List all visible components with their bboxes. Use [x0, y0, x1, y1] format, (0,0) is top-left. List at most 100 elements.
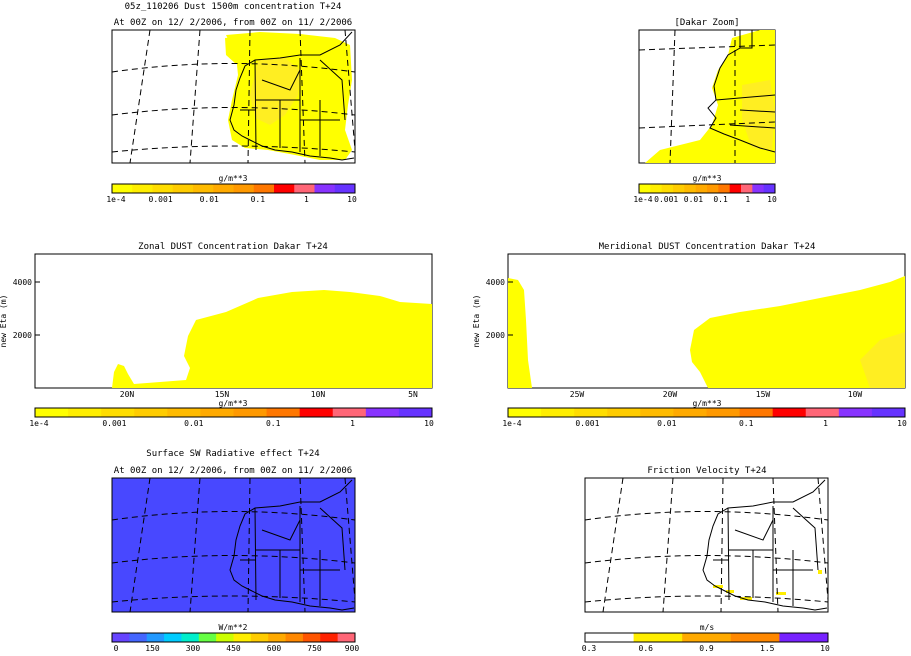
sw-colorbar-cells	[112, 633, 356, 642]
sw-unit: W/m**2	[219, 623, 248, 632]
dust-map-colorbar-tick-label: 0.1	[251, 195, 266, 204]
merid-ytick-2000: 2000	[486, 331, 505, 340]
zonal-panel: Zonal DUST Concentration Dakar T+24 new …	[0, 242, 434, 428]
sw-colorbar-tick-label: 300	[186, 644, 201, 653]
zonal-title: Zonal DUST Concentration Dakar T+24	[138, 242, 328, 252]
ustar-title: Friction Velocity T+24	[647, 466, 766, 476]
zonal-colorbar-tick-label: 0.01	[184, 419, 203, 428]
ustar-spot	[776, 592, 786, 595]
dakar-zoom-colorbar-cell	[661, 184, 674, 193]
ustar-colorbar: m/s 0.3 0.6 0.9 1.5 10	[582, 623, 830, 653]
merid-colorbar-cell	[508, 408, 542, 417]
dust-map-colorbar: g/m**3 1e-4 0.001 0.01 0.1 1 10	[106, 174, 357, 204]
sw-colorbar-cell	[268, 633, 287, 642]
merid-ytick-4000: 4000	[486, 278, 505, 287]
ustar-colorbar-cell	[633, 633, 683, 642]
ustar-colorbar-tick-label: 0.9	[699, 644, 714, 653]
sw-frame	[111, 477, 356, 613]
merid-colorbar-cell	[673, 408, 707, 417]
zonal-colorbar-tick-label: 1e-4	[29, 419, 48, 428]
merid-ylabel: new Eta (m)	[472, 295, 481, 348]
ustar-spot	[818, 570, 822, 574]
merid-panel: Meridional DUST Concentration Dakar T+24…	[472, 242, 907, 428]
ustar-colorbar-cell	[682, 633, 732, 642]
dust-map-colorbar-cell	[112, 184, 133, 193]
sw-colorbar-cell	[164, 633, 182, 642]
dakar-zoom-coastline	[707, 30, 776, 153]
zonal-ytick-4000: 4000	[13, 278, 32, 287]
dust-map-colorbar-cell	[233, 184, 255, 193]
zonal-colorbar-cell	[266, 408, 301, 417]
dust-map-colorbar-tick-label: 0.01	[200, 195, 219, 204]
ustar-colorbar-tick-label: 1.5	[760, 644, 775, 653]
dakar-zoom-colorbar-tick-label: 1	[745, 195, 750, 204]
merid-colorbar-cell	[607, 408, 641, 417]
sw-colorbar-tick-label: 900	[345, 644, 360, 653]
dust-map-colorbar-cell	[152, 184, 174, 193]
sw-colorbar-frame	[111, 632, 356, 643]
merid-colorbar-ticks: 1e-4 0.001 0.01 0.1 1 10	[502, 419, 907, 428]
dakar-zoom-colorbar-cell	[695, 184, 708, 193]
ustar-colorbar-cell	[585, 633, 635, 642]
merid-colorbar-cell	[838, 408, 873, 417]
ustar-colorbar-frame	[584, 632, 829, 643]
merid-colorbar-tick-label: 0.001	[575, 419, 599, 428]
zonal-colorbar-cell	[35, 408, 69, 417]
zonal-xtick-10n: 10N	[311, 390, 326, 399]
sw-colorbar-cell	[198, 633, 217, 642]
zonal-colorbar-cell	[398, 408, 433, 417]
dakar-zoom-colorbar-tick-label: 0.01	[684, 195, 703, 204]
ustar-spot	[713, 585, 723, 588]
sw-graticule	[111, 477, 356, 613]
sw-colorbar-cell	[285, 633, 304, 642]
merid-colorbar-cells	[508, 408, 906, 417]
ustar-frame	[584, 477, 829, 613]
ustar-colorbar-cell	[779, 633, 829, 642]
dust-map-graticule	[111, 29, 356, 164]
dakar-zoom-colorbar-tick-label: 1e-4	[633, 195, 652, 204]
dust-map-subtitle: At 00Z on 12/ 2/2006, from 00Z on 11/ 2/…	[114, 18, 352, 28]
sw-colorbar-ticks: 0 150 300 450 600 750 900	[114, 644, 360, 653]
merid-colorbar: g/m**3 1e-4 0.001 0.01 0.1 1 10	[502, 399, 907, 428]
dakar-zoom-colorbar-frame	[638, 183, 776, 194]
dust-map-colorbar-tick-label: 10	[347, 195, 357, 204]
dakar-zoom-colorbar-cell	[639, 184, 651, 193]
dakar-zoom-colorbar-cell	[707, 184, 719, 193]
ustar-panel: Friction Velocity T+24 m/s 0.3 0.6 0.9 1.5 1…	[582, 466, 830, 653]
merid-colorbar-frame	[507, 407, 906, 418]
ustar-spot	[726, 590, 734, 593]
zonal-colorbar-cell	[101, 408, 135, 417]
zonal-xtick-5n: 5N	[408, 390, 418, 399]
zonal-colorbar-cell	[134, 408, 168, 417]
merid-xtick-25w: 25W	[570, 390, 585, 399]
dakar-zoom-colorbar-cell	[650, 184, 663, 193]
merid-colorbar-tick-label: 0.01	[657, 419, 676, 428]
zonal-colorbar-tick-label: 0.001	[102, 419, 126, 428]
dust-map-colorbar-cell	[213, 184, 234, 193]
dakar-zoom-plume	[645, 30, 775, 163]
merid-dust-area-west	[508, 278, 532, 388]
zonal-dust-area	[112, 290, 432, 388]
dakar-zoom-colorbar-cell	[729, 184, 742, 193]
zonal-colorbar-tick-label: 10	[424, 419, 434, 428]
ustar-colorbar-cell	[730, 633, 780, 642]
dakar-zoom-colorbar-cell	[752, 184, 765, 193]
zonal-colorbar-ticks: 1e-4 0.001 0.01 0.1 1 10	[29, 419, 434, 428]
merid-colorbar-cell	[640, 408, 674, 417]
sw-title: Surface SW Radiative effect T+24	[146, 449, 319, 459]
dust-map-colorbar-frame	[111, 183, 356, 194]
dust-map-colorbar-cell	[193, 184, 214, 193]
sw-subtitle: At 00Z on 12/ 2/2006, from 00Z on 11/ 2/…	[114, 466, 352, 476]
dakar-zoom-colorbar-tick-label: 0.001	[654, 195, 678, 204]
dust-map-colorbar-cell	[172, 184, 194, 193]
sw-colorbar-tick-label: 750	[307, 644, 322, 653]
ustar-unit: m/s	[700, 623, 715, 632]
sw-colorbar-cell	[233, 633, 252, 642]
sw-colorbar-cell	[250, 633, 269, 642]
dust-map-colorbar-cell	[132, 184, 153, 193]
sw-colorbar: W/m**2 0 150 300 450 600 750 900	[111, 623, 360, 653]
dakar-zoom-graticule	[638, 29, 776, 164]
ustar-graticule	[584, 477, 829, 613]
dakar-zoom-colorbar-cell	[763, 184, 776, 193]
